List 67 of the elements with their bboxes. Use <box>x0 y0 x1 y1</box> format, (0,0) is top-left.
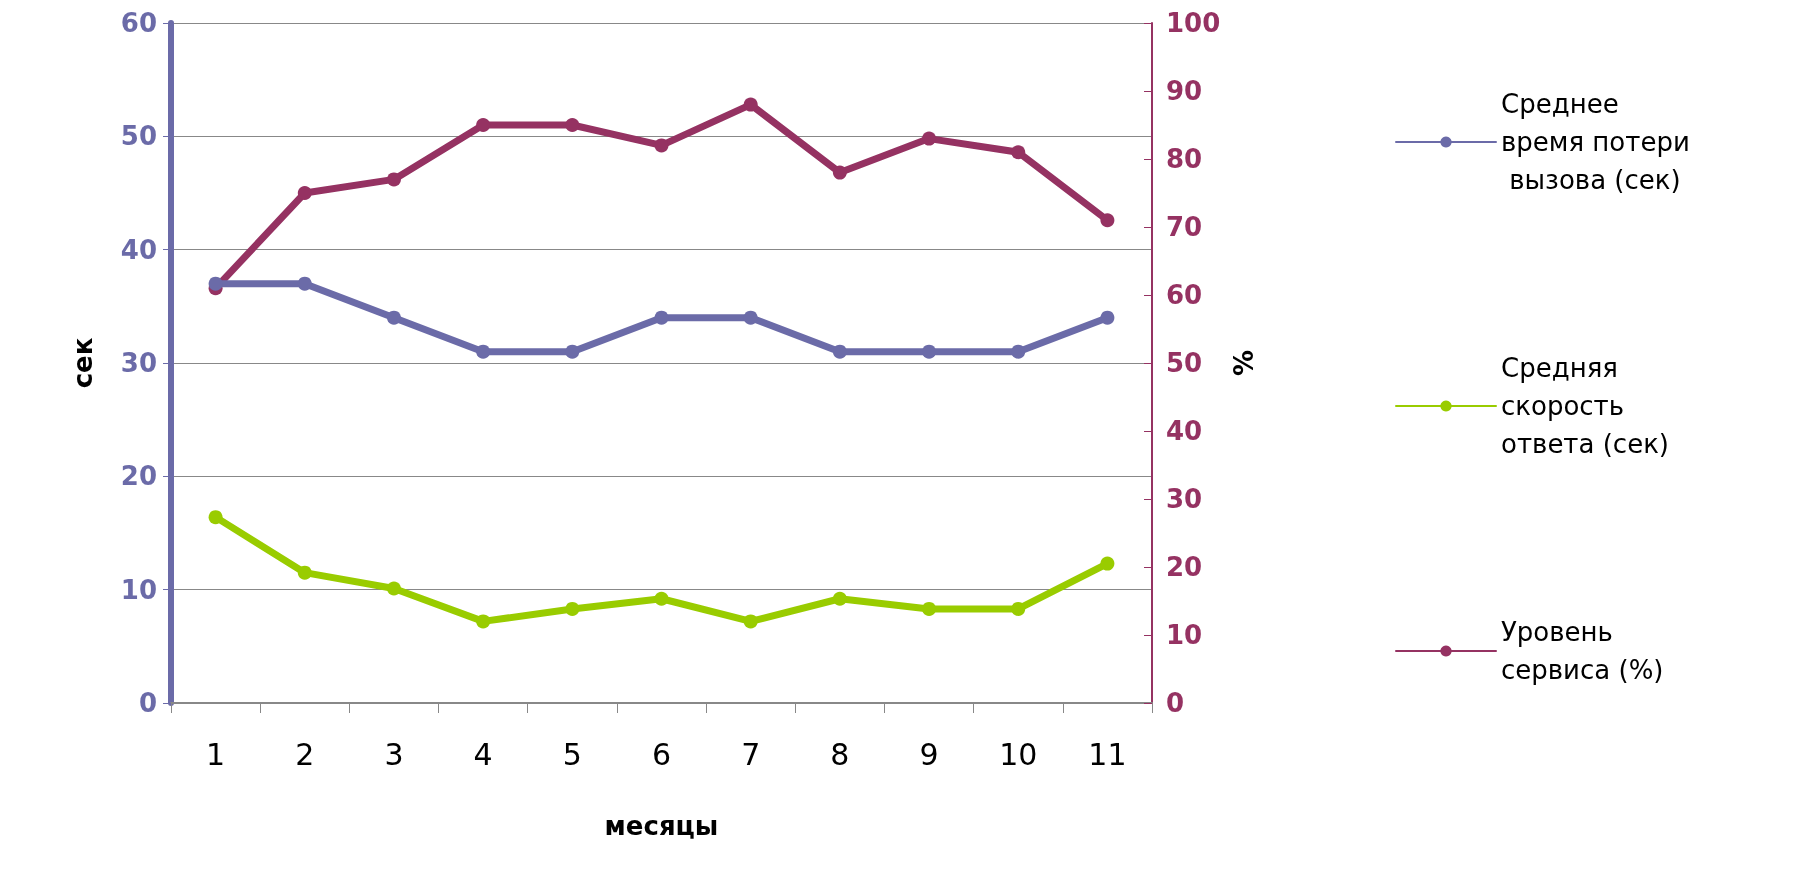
point <box>832 165 847 180</box>
point <box>476 344 491 359</box>
x-tick-label: 1 <box>206 736 226 772</box>
legend-label: Среднее время потери вызова (сек) <box>1501 89 1690 195</box>
point <box>208 276 223 291</box>
point <box>832 344 847 359</box>
y2-tick-label: 90 <box>1166 76 1203 106</box>
x-tick-label: 2 <box>295 736 315 772</box>
point <box>1100 310 1115 325</box>
point <box>386 310 401 325</box>
y2-tick-label: 10 <box>1166 620 1203 650</box>
x-tick-label: 5 <box>562 736 582 772</box>
point <box>1011 601 1026 616</box>
x-tick-label: 8 <box>830 736 850 772</box>
x-tick-label: 10 <box>999 736 1038 772</box>
y2-tick-label: 50 <box>1166 348 1203 378</box>
y2-tick-label: 20 <box>1166 552 1203 582</box>
point <box>922 131 937 146</box>
x-tick-label: 7 <box>741 736 761 772</box>
point <box>743 614 758 629</box>
point <box>565 601 580 616</box>
legend-label: Средняя скорость ответа (сек) <box>1501 353 1669 459</box>
point <box>743 310 758 325</box>
point <box>654 138 669 153</box>
x-tick-label: 3 <box>384 736 404 772</box>
y-tick-label: 10 <box>120 574 157 605</box>
point <box>922 344 937 359</box>
point <box>654 310 669 325</box>
point <box>565 344 580 359</box>
y2-tick-label: 60 <box>1166 280 1203 310</box>
point <box>297 276 312 291</box>
x-tick-label: 11 <box>1088 736 1127 772</box>
y2-tick-label: 0 <box>1166 688 1185 718</box>
point <box>476 118 491 132</box>
point <box>208 510 223 525</box>
point <box>297 565 312 580</box>
point <box>743 97 758 112</box>
y-tick-label: 40 <box>120 234 157 265</box>
y-axis-title: сек <box>68 337 98 389</box>
point <box>1011 145 1026 160</box>
y2-tick-label: 40 <box>1166 416 1203 446</box>
y2-tick-label: 80 <box>1166 144 1203 174</box>
point <box>1100 556 1115 571</box>
x-tick-label: 9 <box>919 736 939 772</box>
legend-label: Уровень сервиса (%) <box>1501 617 1664 685</box>
y2-tick-label: 70 <box>1166 212 1203 242</box>
point <box>386 581 401 596</box>
point <box>654 591 669 606</box>
y2-tick-label: 100 <box>1166 8 1221 38</box>
x-tick-label: 6 <box>651 736 672 772</box>
point <box>1011 344 1026 359</box>
point <box>922 601 937 616</box>
point <box>297 186 312 200</box>
y-tick-label: 0 <box>138 688 157 718</box>
x-tick-label: 4 <box>473 736 493 772</box>
point <box>565 118 580 132</box>
y2-tick-label: 30 <box>1166 484 1203 514</box>
point <box>386 172 401 187</box>
point <box>1100 213 1115 228</box>
point <box>832 591 847 606</box>
point <box>476 614 491 629</box>
x-axis-title: месяцы <box>604 811 719 841</box>
y-tick-label: 50 <box>120 121 157 152</box>
y-tick-label: 60 <box>120 8 157 38</box>
y-tick-label: 20 <box>120 461 157 492</box>
y2-axis-title: % <box>1229 349 1260 377</box>
y-tick-label: 30 <box>120 348 157 378</box>
